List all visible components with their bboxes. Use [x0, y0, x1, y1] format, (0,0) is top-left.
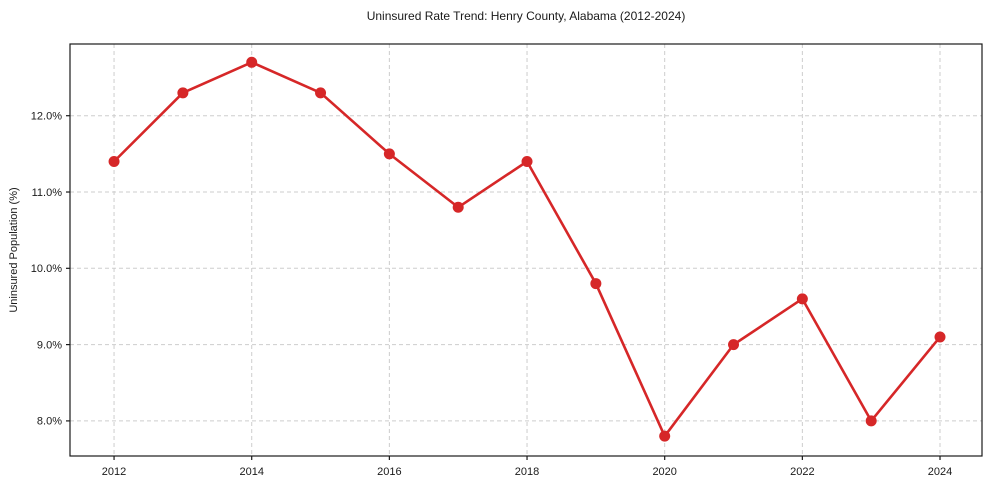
axis-frame	[69, 43, 983, 457]
data-point-2021	[728, 339, 740, 351]
y-tick-label: 8.0%	[37, 416, 62, 428]
y-tick-label: 12.0%	[31, 110, 62, 122]
x-tick-label: 2024	[928, 466, 952, 478]
data-point-2022	[796, 293, 808, 305]
x-tick-label: 2018	[515, 466, 539, 478]
data-point-2016	[383, 148, 395, 160]
x-tick-label: 2016	[377, 466, 401, 478]
data-point-2013	[177, 87, 189, 99]
data-point-2019	[590, 278, 602, 290]
data-point-2018	[521, 155, 533, 167]
x-tick-label: 2020	[652, 466, 676, 478]
y-tick-label: 11.0%	[32, 187, 63, 199]
x-tick-label: 2022	[790, 466, 814, 478]
y-tick-label: 10.0%	[31, 263, 62, 275]
data-point-2015	[315, 87, 327, 99]
data-point-2020	[659, 430, 671, 442]
data-point-2023	[865, 415, 877, 427]
y-tick-label: 9.0%	[37, 339, 62, 351]
data-point-2012	[108, 155, 120, 167]
x-tick-label: 2012	[102, 466, 126, 478]
chart-title: Uninsured Rate Trend: Henry County, Alab…	[366, 9, 686, 23]
data-point-2024	[934, 331, 946, 343]
data-point-2014	[246, 56, 258, 68]
data-point-2017	[452, 201, 464, 213]
x-tick-label: 2014	[239, 466, 263, 478]
